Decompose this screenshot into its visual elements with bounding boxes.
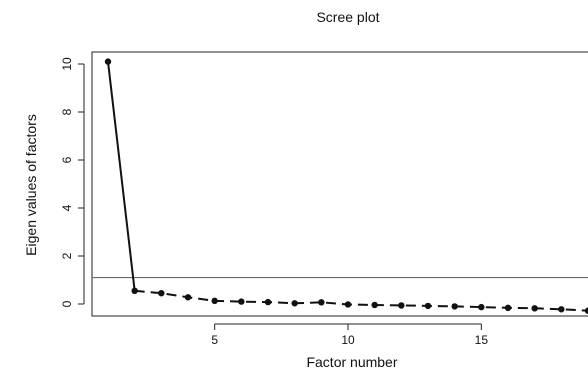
y-tick-label: 10 xyxy=(60,57,74,71)
data-point xyxy=(398,302,405,309)
plot-frame xyxy=(91,51,588,317)
data-point xyxy=(478,303,485,311)
data-point xyxy=(291,300,298,307)
data-point xyxy=(451,303,458,310)
x-axis: 5 10 15 xyxy=(211,323,489,347)
y-axis-label: Eigen values of factors xyxy=(23,114,39,256)
y-tick-label: 4 xyxy=(60,204,74,211)
x-tick-label: 10 xyxy=(341,333,355,347)
data-point xyxy=(424,302,432,310)
data-point xyxy=(264,298,272,306)
data-point xyxy=(531,305,538,312)
data-point xyxy=(184,294,192,301)
series-group xyxy=(104,58,588,314)
y-tick-label: 2 xyxy=(60,252,74,259)
data-point xyxy=(558,306,565,313)
data-point xyxy=(131,287,138,294)
y-tick-label: 6 xyxy=(60,156,74,163)
data-point xyxy=(584,307,588,314)
x-tick-label: 15 xyxy=(475,333,489,347)
chart-title: Scree plot xyxy=(316,9,379,25)
x-axis-label: Factor number xyxy=(306,354,397,370)
data-point xyxy=(344,301,352,308)
data-point xyxy=(318,299,325,306)
y-tick-label: 8 xyxy=(60,108,74,115)
plot-border xyxy=(91,51,588,317)
series-line-solid xyxy=(107,61,136,291)
data-point xyxy=(158,290,165,297)
x-tick-label: 5 xyxy=(211,333,218,347)
data-point xyxy=(504,304,512,312)
data-point xyxy=(211,297,218,305)
series-line-dashed xyxy=(134,289,588,312)
data-point xyxy=(104,58,112,65)
y-tick-label: 0 xyxy=(60,300,74,307)
y-axis: 0 2 4 6 8 10 xyxy=(60,57,85,307)
data-point xyxy=(238,298,245,305)
data-point xyxy=(371,301,378,309)
